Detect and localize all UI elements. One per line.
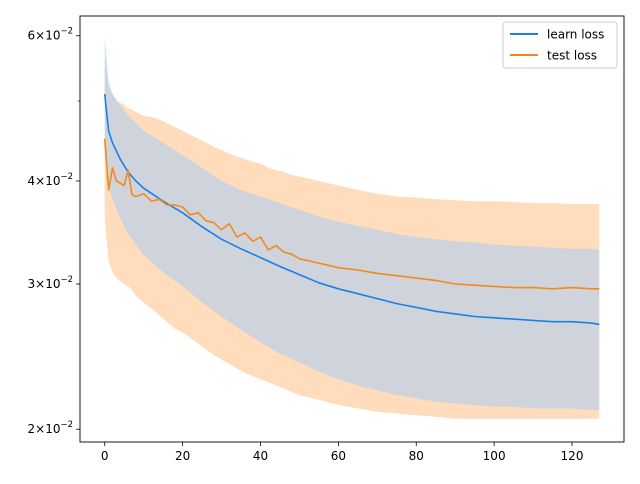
y-tick-label: 4×10−2 <box>28 172 74 188</box>
legend: learn loss test loss <box>502 21 618 69</box>
x-tick-label: 80 <box>409 449 424 463</box>
x-tick-label: 100 <box>483 449 506 463</box>
legend-label: test loss <box>547 49 597 63</box>
series-line-learn-loss <box>103 93 600 326</box>
y-tick-label: 6×10−2 <box>28 27 74 43</box>
x-tick-label: 60 <box>331 449 346 463</box>
plot-frame <box>79 15 625 443</box>
legend-label: learn loss <box>547 28 604 42</box>
axes: 0 20 40 60 80 100 120 2×10−2 3×10−2 4×10−2 6×10−2 <box>28 15 625 463</box>
x-tick-label: 40 <box>253 449 268 463</box>
series-line-test-loss <box>103 138 600 290</box>
x-tick-label: 0 <box>101 449 109 463</box>
x-tick-label: 20 <box>175 449 190 463</box>
x-tick-label: 120 <box>561 449 584 463</box>
y-tick-label: 2×10−2 <box>28 420 74 436</box>
series-lines <box>103 93 600 326</box>
y-tick-label: 3×10−2 <box>28 275 74 291</box>
